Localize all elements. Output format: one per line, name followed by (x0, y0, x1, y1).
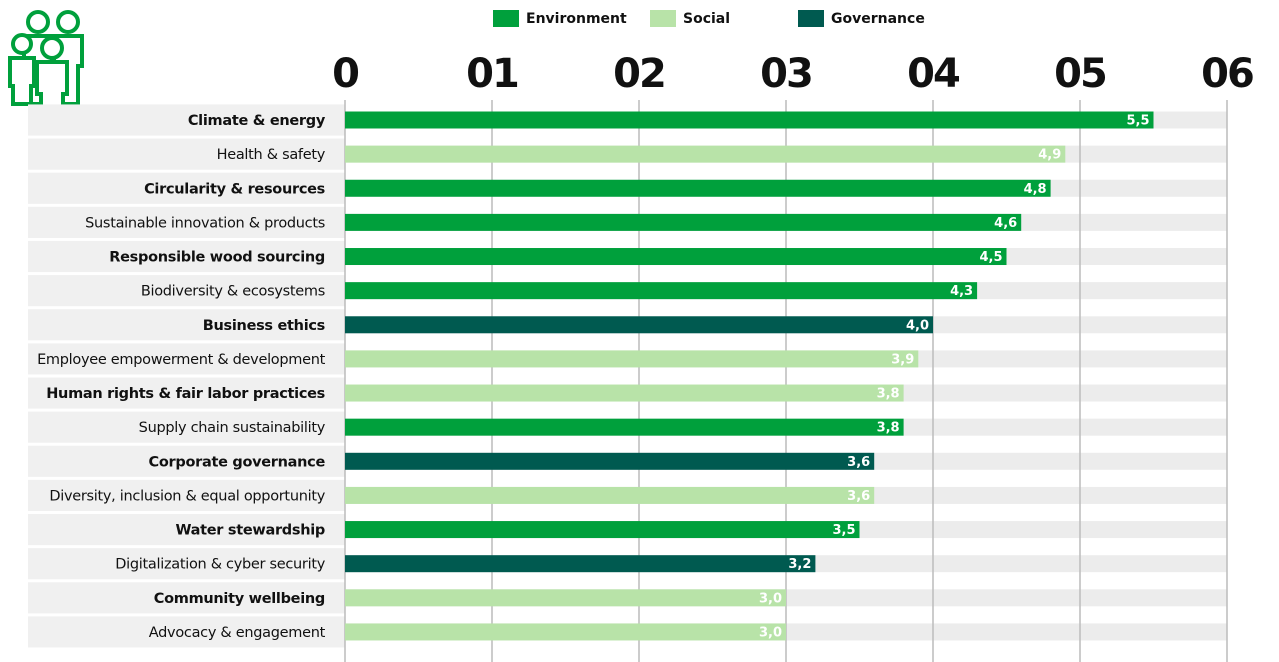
label-band (28, 411, 345, 443)
label-band (28, 309, 345, 341)
value-label: 3,8 (877, 387, 900, 402)
category-label: Circularity & resources (144, 181, 325, 197)
value-label: 3,0 (759, 625, 782, 640)
x-tick-label: 0 (332, 51, 358, 97)
x-tick-label: 01 (466, 51, 518, 97)
label-band (28, 479, 345, 511)
value-label: 5,5 (1126, 114, 1149, 129)
bar (345, 179, 1051, 197)
label-band (28, 582, 345, 614)
legend-swatch (650, 10, 676, 27)
bar (345, 623, 786, 641)
value-label: 3,6 (847, 489, 870, 504)
value-label: 4,6 (994, 216, 1017, 231)
label-band (28, 548, 345, 580)
category-label: Employee empowerment & development (37, 352, 326, 368)
category-label: Diversity, inclusion & equal opportunity (49, 488, 325, 504)
value-label: 3,9 (891, 352, 914, 367)
label-band (28, 445, 345, 477)
bar (345, 589, 786, 607)
label-band (28, 616, 345, 648)
label-band (28, 275, 345, 307)
legend-swatch (798, 10, 824, 27)
x-tick-label: 02 (613, 51, 665, 97)
category-label: Supply chain sustainability (139, 420, 326, 436)
category-label: Business ethics (203, 318, 325, 334)
value-label: 3,2 (788, 557, 811, 572)
category-label: Community wellbeing (154, 591, 325, 607)
people-icon (8, 10, 84, 116)
bar (345, 248, 1007, 266)
bar (345, 384, 904, 402)
legend-swatch (493, 10, 519, 27)
bar (345, 213, 1022, 231)
value-label: 3,5 (832, 523, 855, 538)
bar (345, 486, 875, 504)
value-label: 4,0 (906, 318, 929, 333)
value-label: 4,3 (950, 284, 973, 299)
label-band (28, 138, 345, 170)
category-label: Corporate governance (149, 454, 326, 470)
label-band (28, 513, 345, 546)
bar (345, 316, 933, 334)
bar (345, 350, 919, 368)
bar (345, 521, 860, 539)
category-label: Digitalization & cyber security (115, 557, 325, 573)
bar (345, 418, 904, 436)
label-band (28, 104, 345, 136)
bar (345, 111, 1154, 129)
label-band (28, 240, 345, 273)
label-band (28, 172, 345, 204)
bar (345, 555, 816, 573)
legend-label: Governance (831, 11, 925, 27)
value-label: 4,9 (1038, 148, 1061, 163)
category-label: Advocacy & engagement (149, 625, 326, 641)
category-label: Responsible wood sourcing (109, 250, 325, 266)
value-label: 4,8 (1024, 182, 1047, 197)
value-label: 3,8 (877, 421, 900, 436)
legend-label: Social (683, 11, 730, 27)
category-label: Biodiversity & ecosystems (141, 284, 325, 300)
value-label: 3,6 (847, 455, 870, 470)
bar (345, 145, 1066, 163)
bar (345, 452, 875, 470)
category-label: Human rights & fair labor practices (46, 386, 325, 402)
x-tick-label: 03 (760, 51, 812, 97)
x-tick-label: 04 (907, 51, 959, 97)
legend-label: Environment (526, 11, 627, 27)
x-tick-label: 05 (1054, 51, 1106, 97)
x-tick-label: 06 (1201, 51, 1253, 97)
category-label: Health & safety (217, 147, 326, 163)
value-label: 4,5 (979, 250, 1002, 265)
bar (345, 282, 978, 300)
value-label: 3,0 (759, 591, 782, 606)
label-band (28, 343, 345, 375)
label-band (28, 377, 345, 409)
category-label: Sustainable innovation & products (85, 215, 325, 231)
category-label: Climate & energy (188, 113, 326, 129)
category-label: Water stewardship (175, 523, 325, 539)
label-band (28, 206, 345, 238)
